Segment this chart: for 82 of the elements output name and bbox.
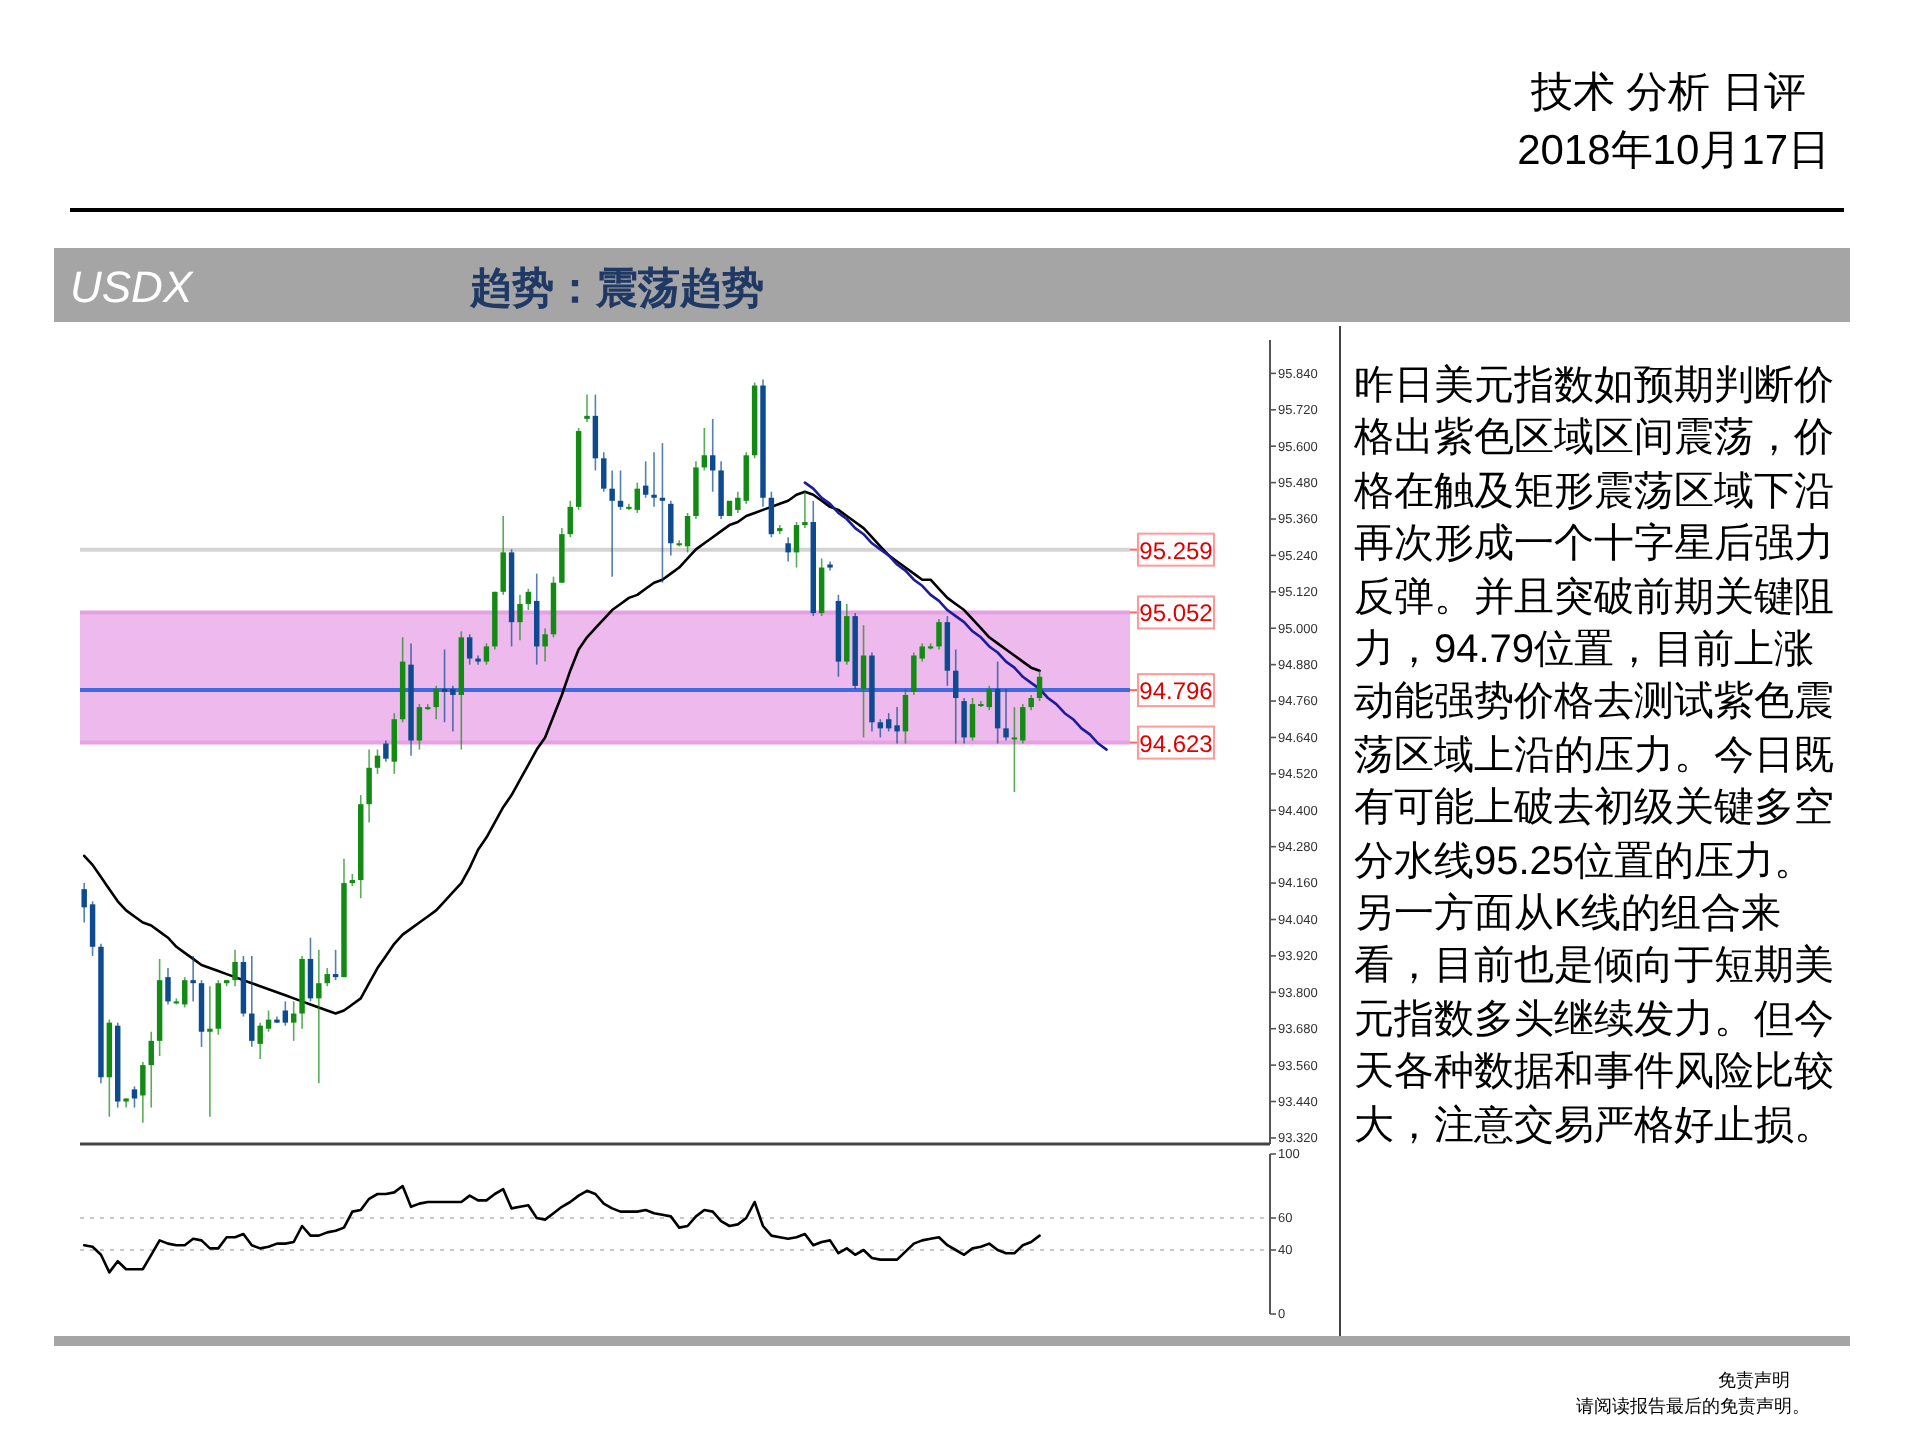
- candlestick: [374, 748, 381, 775]
- text: 技术 分析 日评: [1528, 70, 1806, 116]
- line-series: [803, 481, 1108, 751]
- candlestick: [416, 703, 423, 751]
- ref-line-label: 94.623: [1139, 729, 1214, 758]
- candlestick: [1036, 669, 1043, 702]
- candlestick: [785, 536, 791, 563]
- candlestick: [131, 1085, 138, 1109]
- candlestick: [953, 648, 959, 745]
- candlestick: [584, 393, 590, 423]
- candlestick: [860, 624, 867, 739]
- candlestick: [148, 1030, 154, 1109]
- candlestick: [1003, 688, 1009, 742]
- candlestick: [466, 633, 473, 666]
- candlestick: [601, 451, 607, 493]
- line-series: [82, 490, 1041, 1015]
- ref-line-label: 94.796: [1139, 677, 1214, 706]
- candlestick: [207, 985, 213, 1118]
- candlestick: [383, 739, 389, 763]
- candlestick: [324, 967, 330, 988]
- chart-title: USDX: [70, 262, 195, 312]
- candlestick: [517, 594, 523, 642]
- candlestick: [257, 1021, 263, 1060]
- candlestick: [500, 515, 506, 596]
- candlestick: [165, 967, 171, 1006]
- candlestick: [391, 712, 397, 775]
- candlestick: [634, 481, 641, 514]
- candlestick: [642, 460, 649, 499]
- candlestick: [701, 427, 708, 472]
- candlestick: [986, 685, 992, 711]
- candlestick: [316, 949, 322, 1085]
- candlestick: [994, 660, 1001, 745]
- text: 免责声明: [1718, 1370, 1790, 1390]
- candlestick: [140, 1061, 146, 1124]
- candlestick: [768, 490, 775, 539]
- candlestick: [684, 512, 691, 554]
- candlestick: [818, 557, 825, 617]
- text: 2018年10月17日: [1517, 128, 1830, 174]
- candlestick: [282, 1000, 289, 1027]
- candlestick: [969, 697, 976, 742]
- line-series: [82, 1184, 1041, 1274]
- candlestick: [802, 490, 808, 529]
- text: 请阅读报告最后的免责声明。: [1576, 1396, 1810, 1416]
- candlestick: [651, 451, 657, 508]
- candlestick: [961, 697, 967, 745]
- candlestick: [844, 603, 850, 666]
- candlestick: [668, 500, 674, 557]
- candlestick: [567, 500, 573, 539]
- candlestick: [827, 560, 833, 572]
- candlestick: [366, 748, 372, 824]
- candlestick: [433, 685, 439, 721]
- candlestick: [534, 572, 540, 666]
- candlestick: [877, 718, 884, 739]
- candlestick: [617, 469, 624, 511]
- candlestick: [885, 712, 892, 733]
- candlestick: [709, 418, 716, 493]
- candlestick: [592, 393, 599, 472]
- candlestick: [1020, 703, 1026, 745]
- candlestick: [542, 627, 548, 663]
- candlestick: [793, 521, 800, 569]
- candlestick: [525, 587, 532, 611]
- candlestick: [190, 955, 196, 1003]
- candlestick: [743, 451, 749, 505]
- candlestick: [483, 642, 490, 666]
- candlestick: [911, 651, 917, 696]
- candlestick: [902, 688, 909, 745]
- candlestick: [1011, 706, 1018, 793]
- candlestick: [609, 469, 615, 578]
- candlestick: [215, 979, 221, 1036]
- candlestick: [894, 706, 900, 745]
- candlestick: [307, 936, 314, 1003]
- text: 昨日美元指数如预期判断价格出紫色区域区间震荡，价格在触及矩形震荡区域下沿再次形成一个十字星后强力反弹。并且突破前期关键阻力，94.79位置，目前上涨动能强势价格去测试紫色震荡区域上沿的压力。今日既有可能上破去初级关键多空分水线95.25位置的压力。另一方面从K线的组合来看，目前也是倾向于短期美元指数多头继续发力。但今天各种数据和事件风险比较大，注意交易严格好止损。: [1354, 364, 1834, 1148]
- candlestick: [936, 618, 942, 651]
- candlestick: [450, 685, 456, 733]
- candlestick: [249, 955, 255, 1048]
- candlestick: [182, 976, 188, 1009]
- chart-subtitle: 趋势：震荡趋势: [468, 266, 764, 312]
- candlestick: [718, 460, 724, 520]
- candlestick: [290, 1000, 297, 1042]
- candlestick: [232, 949, 238, 988]
- ref-line-label: 95.259: [1139, 536, 1214, 565]
- ref-line-label: 95.052: [1139, 599, 1214, 628]
